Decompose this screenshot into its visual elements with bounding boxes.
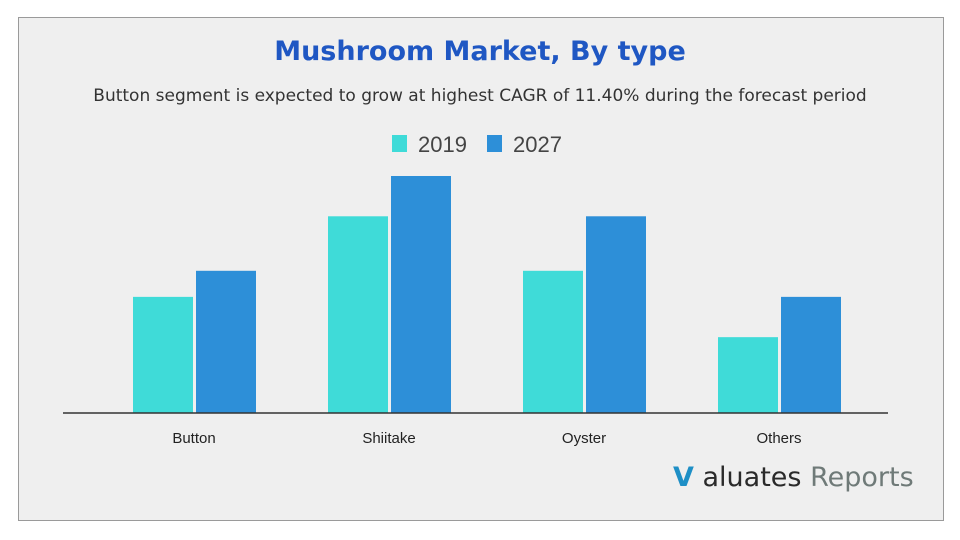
bar-button-2027: [196, 270, 256, 413]
bar-button-2019: [133, 296, 193, 413]
bar-oyster-2027: [586, 216, 646, 413]
x-tick-label: Others: [756, 430, 801, 447]
legend-swatch-2019: [392, 135, 407, 152]
legend-label-2027: 2027: [513, 132, 562, 157]
chart-title: Mushroom Market, By type: [274, 36, 686, 67]
bar-others-2027: [781, 296, 841, 413]
valuates-reports-logo: V aluates Reports: [673, 462, 914, 493]
legend-label-2019: 2019: [418, 132, 467, 157]
bar-shiitake-2019: [328, 216, 388, 413]
bar-others-2019: [718, 337, 778, 413]
x-tick-label: Shiitake: [362, 430, 415, 447]
bar-oyster-2019: [523, 270, 583, 413]
bar-shiitake-2027: [391, 176, 451, 413]
legend-swatch-2027: [487, 135, 502, 152]
chart-panel: [18, 17, 944, 521]
x-tick-label: Button: [172, 430, 215, 447]
x-tick-label: Oyster: [562, 430, 606, 447]
chart-subtitle: Button segment is expected to grow at hi…: [93, 86, 867, 106]
